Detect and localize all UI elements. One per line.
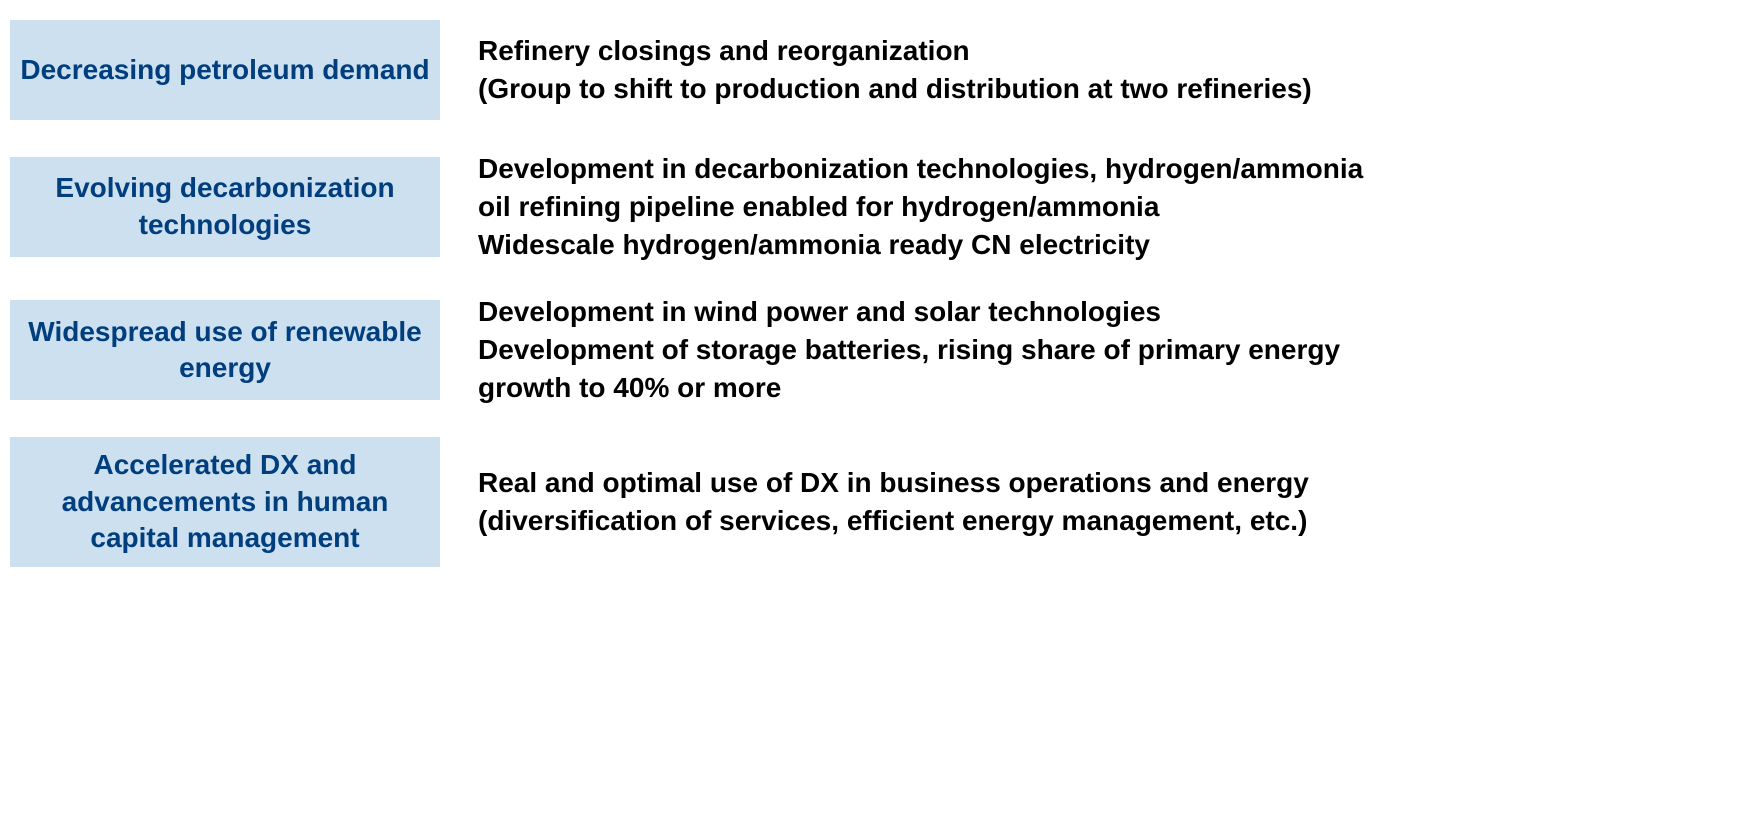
label-box-1: Evolving decarbonization technologies xyxy=(10,157,440,257)
description-text-2: Development in wind power and solar tech… xyxy=(478,293,1751,406)
label-box-2: Widespread use of renewable energy xyxy=(10,300,440,400)
info-row-1: Evolving decarbonization technologies Dev… xyxy=(10,150,1751,263)
label-box-3: Accelerated DX and advancements in human… xyxy=(10,437,440,567)
info-row-3: Accelerated DX and advancements in human… xyxy=(10,437,1751,567)
info-row-2: Widespread use of renewable energy Develo… xyxy=(10,293,1751,406)
label-box-0: Decreasing petroleum demand xyxy=(10,20,440,120)
description-text-3: Real and optimal use of DX in business o… xyxy=(478,464,1751,540)
info-row-0: Decreasing petroleum demand Refinery clos… xyxy=(10,20,1751,120)
description-text-1: Development in decarbonization technolog… xyxy=(478,150,1751,263)
description-text-0: Refinery closings and reorganization(Gro… xyxy=(478,32,1751,108)
